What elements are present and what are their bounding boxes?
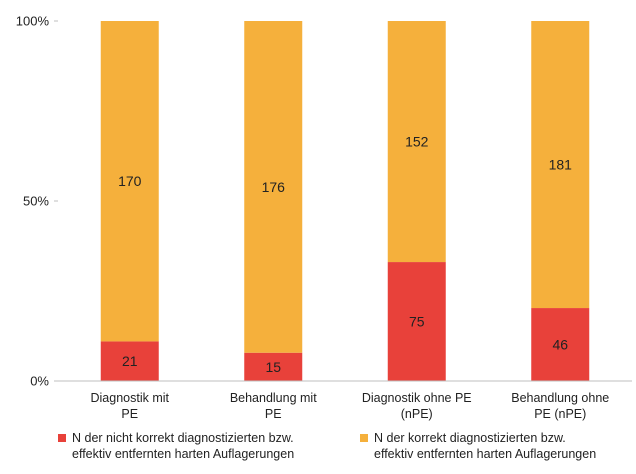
x-tick-label: Behandlung mit PE bbox=[230, 391, 317, 421]
legend-item-correct: N der korrekt diagnostizierten bzw. effe… bbox=[360, 430, 636, 462]
legend-swatch-correct bbox=[360, 434, 368, 442]
x-tick-label-line: Diagnostik mit bbox=[91, 391, 170, 405]
legend-label-correct: N der korrekt diagnostizierten bzw. effe… bbox=[374, 431, 597, 461]
bar-segment bbox=[100, 341, 159, 381]
x-tick-label: Diagnostik ohne PE (nPE) bbox=[362, 391, 472, 421]
bar-segment bbox=[531, 21, 590, 309]
x-tick-label-line: Diagnostik ohne PE bbox=[362, 391, 472, 405]
x-tick-label-line: PE bbox=[265, 407, 282, 421]
x-tick-label: Diagnostik mit PE bbox=[91, 391, 170, 421]
x-tick-label: Behandlung ohne PE (nPE) bbox=[511, 391, 609, 421]
data-label: 46 bbox=[552, 337, 568, 353]
bar-segment bbox=[244, 21, 303, 353]
bar-segment bbox=[244, 352, 303, 381]
y-tick-label: 50% bbox=[23, 194, 49, 209]
x-tick-label-line: (nPE) bbox=[401, 407, 433, 421]
legend-label-incorrect: N der nicht korrekt diagnostizierten bzw… bbox=[72, 431, 295, 461]
data-label: 152 bbox=[405, 134, 429, 150]
data-label: 176 bbox=[262, 179, 286, 195]
data-label: 181 bbox=[549, 157, 573, 173]
data-label: 15 bbox=[265, 359, 281, 375]
bar-segment bbox=[531, 308, 590, 381]
stacked-bar-chart: 0% 50% 100% 21 170 Diagnostik mit PE 15 176 Behan… bbox=[16, 14, 632, 421]
x-tick-label-line: PE bbox=[121, 407, 138, 421]
legend-swatch-incorrect bbox=[58, 434, 66, 442]
x-tick-label-line: Behandlung ohne bbox=[511, 391, 609, 405]
bar-segment bbox=[100, 21, 159, 342]
x-tick-label-line: Behandlung mit bbox=[230, 391, 317, 405]
y-tick-label: 100% bbox=[16, 14, 50, 29]
data-label: 75 bbox=[409, 314, 425, 330]
y-tick-label: 0% bbox=[30, 374, 49, 389]
legend-item-incorrect: N der nicht korrekt diagnostizierten bzw… bbox=[58, 430, 338, 462]
x-tick-label-line: PE (nPE) bbox=[534, 407, 586, 421]
data-label: 170 bbox=[118, 173, 142, 189]
data-label: 21 bbox=[122, 353, 138, 369]
bar-segment bbox=[387, 262, 446, 381]
bar-segment bbox=[387, 21, 446, 263]
